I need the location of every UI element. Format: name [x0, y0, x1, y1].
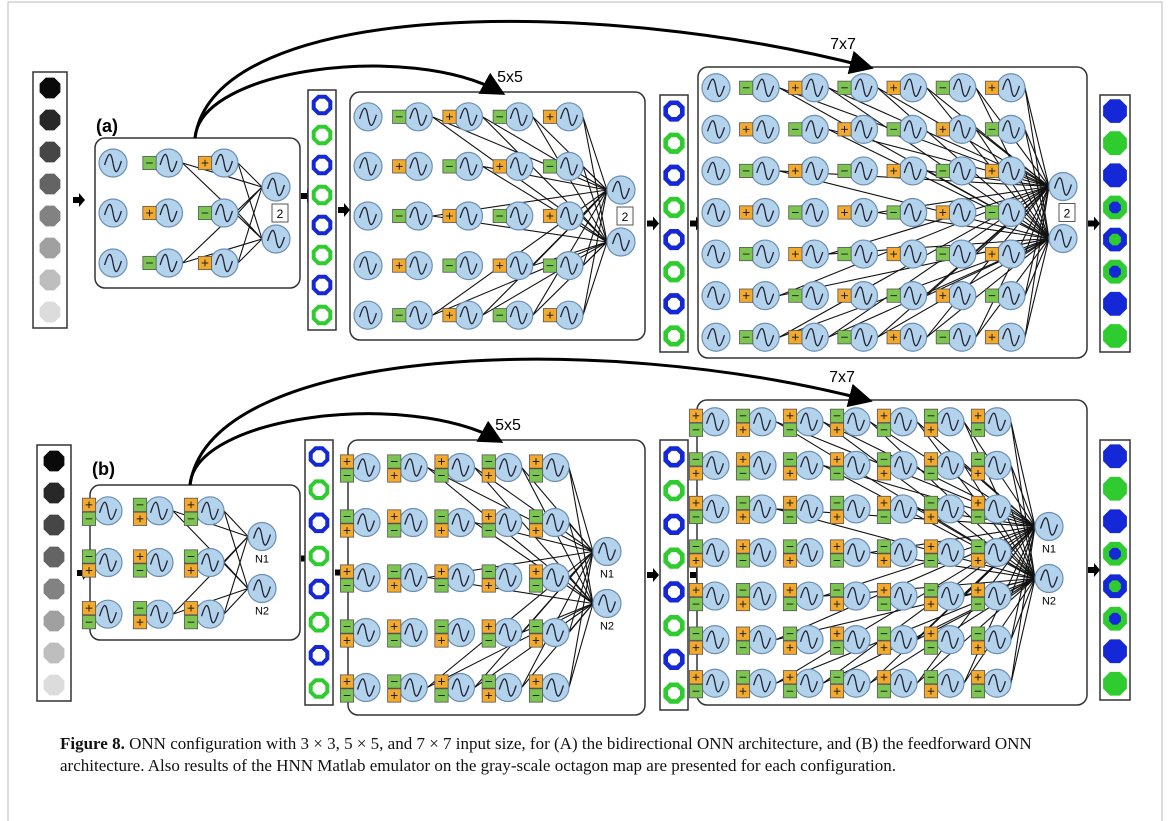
result-octagon [1106, 577, 1124, 595]
flow-arrow [1088, 217, 1100, 231]
gray-octagon [40, 302, 61, 323]
gray-octagon [44, 483, 65, 504]
gray-octagon [40, 142, 61, 163]
gray-octagon [40, 238, 61, 259]
gray-octagon [44, 579, 65, 600]
gray-octagon [40, 78, 61, 99]
page: 2 2 2 (a) 5x5 7x7 N1 N2 N1 N2 N1 N2 (b) 5x5 7x7 Figure… [0, 0, 1170, 821]
result-octagon [1106, 231, 1124, 249]
output-label: N2 [600, 621, 614, 633]
output-label: N1 [600, 569, 614, 581]
caption: Figure 8. ONN configuration with 3 × 3, … [60, 733, 1110, 777]
result-octagon [1106, 447, 1124, 465]
result-octagon [1106, 134, 1124, 152]
result-octagon [1106, 610, 1124, 628]
stride-label: 2 [277, 207, 284, 221]
gray-octagon [40, 270, 61, 291]
flow-arrow [647, 217, 659, 231]
gray-octagon [44, 451, 65, 472]
gray-octagon [44, 547, 65, 568]
flow-arrow [647, 568, 659, 582]
flow-arrow [1088, 563, 1100, 577]
panel-label: (a) [96, 116, 118, 136]
stride-label: 2 [622, 210, 629, 224]
gray-octagon [44, 611, 65, 632]
result-octagon [1106, 545, 1124, 563]
result-octagon [1106, 102, 1124, 120]
gray-octagon [44, 515, 65, 536]
size-label: 7x7 [829, 369, 855, 386]
output-label: N2 [1042, 596, 1056, 608]
output-label: N2 [255, 606, 269, 618]
gray-octagon [40, 174, 61, 195]
panel-label: (b) [92, 459, 115, 479]
result-octagon [1106, 642, 1124, 660]
caption-label: Figure 8. [60, 734, 125, 753]
gray-octagon [44, 643, 65, 664]
caption-text: ONN configuration with 3 × 3, 5 × 5, and… [60, 734, 1032, 775]
output-label: N1 [255, 554, 269, 566]
result-octagon [1106, 263, 1124, 281]
result-octagon [1106, 295, 1124, 313]
size-label: 7x7 [830, 36, 856, 53]
gray-octagon [40, 110, 61, 131]
output-label: N1 [1042, 544, 1056, 556]
figure: 2 2 2 (a) 5x5 7x7 N1 N2 N1 N2 N1 N2 (b) 5x5 7x7 [0, 0, 1170, 821]
result-octagon [1106, 675, 1124, 693]
stride-label: 2 [1064, 207, 1071, 221]
result-octagon [1106, 199, 1124, 217]
gray-octagon [44, 675, 65, 696]
result-octagon [1106, 480, 1124, 498]
gray-octagon [40, 206, 61, 227]
size-label: 5x5 [497, 69, 523, 86]
result-octagon [1106, 512, 1124, 530]
result-octagon [1106, 166, 1124, 184]
size-label: 5x5 [495, 417, 521, 434]
result-octagon [1106, 327, 1124, 345]
flow-arrow [338, 203, 350, 217]
flow-arrow [73, 193, 85, 207]
